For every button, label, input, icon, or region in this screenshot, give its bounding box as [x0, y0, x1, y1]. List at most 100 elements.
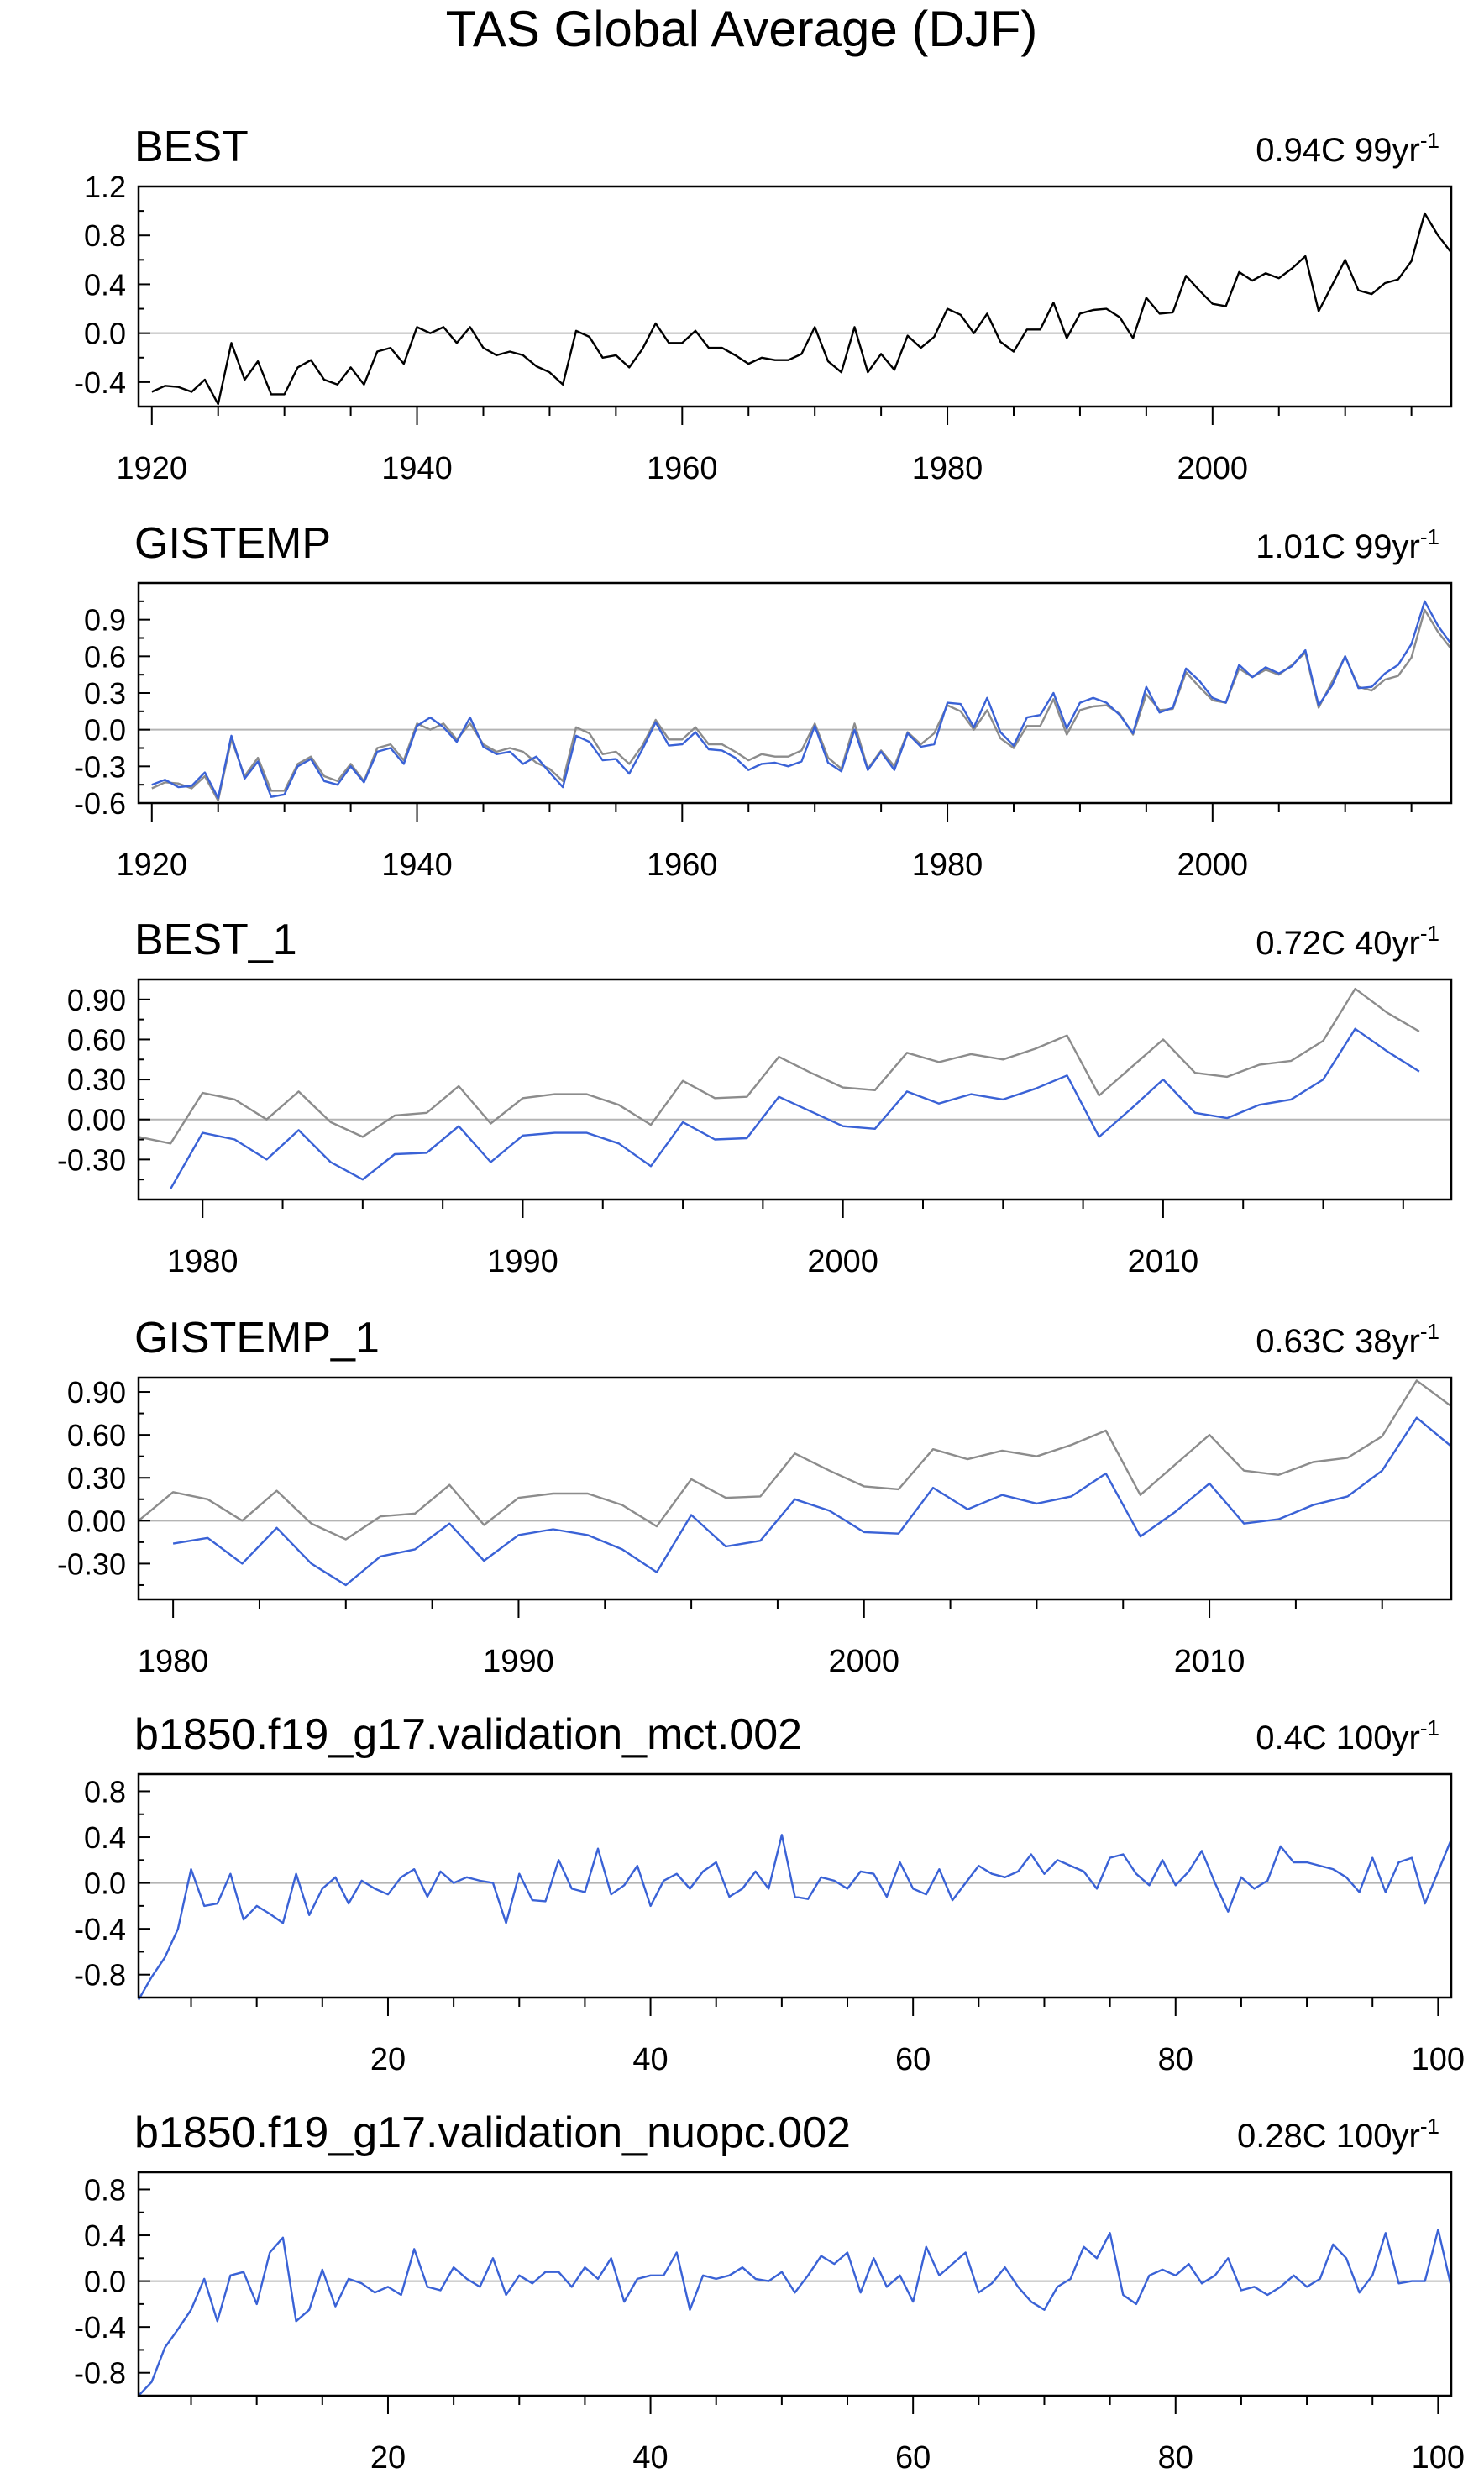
y-tick-label: 0.9	[84, 603, 126, 638]
x-tick-label: 40	[632, 2440, 668, 2473]
trend-label: 0.4C 100yr-1	[1256, 1715, 1439, 1756]
y-tick-label: -0.30	[57, 1142, 126, 1177]
y-tick-label: 0.3	[84, 676, 126, 711]
trend-exponent: -1	[1420, 128, 1439, 153]
y-tick-label: -0.3	[74, 749, 126, 784]
trend-value: 1.01C 99yr	[1256, 528, 1420, 565]
plot-frame	[137, 1772, 1453, 1999]
plot-frame	[137, 2171, 1453, 2397]
y-tick-label: 0.8	[84, 218, 126, 253]
x-tick-label: 2010	[1174, 1644, 1245, 1679]
panel-title: GISTEMP_1	[134, 1314, 380, 1363]
x-tick-label: 1940	[381, 451, 453, 486]
panel-title: b1850.f19_g17.validation_mct.002	[134, 1710, 802, 1759]
y-tick-label: 0.8	[84, 1774, 126, 1809]
x-tick-label: 1980	[138, 1644, 209, 1679]
trend-value: 0.72C 40yr	[1256, 925, 1420, 962]
chart-panel-6: b1850.f19_g17.validation_nuopc.002 0.28C …	[74, 2108, 1465, 2473]
series-line-b1850.f19_g17.validation_nuopc.002	[138, 2229, 1453, 2397]
panel-title: GISTEMP	[134, 519, 331, 568]
x-tick-label: 1980	[912, 848, 983, 883]
y-tick-label: 0.30	[67, 1063, 126, 1097]
y-tick-label: 0.60	[67, 1022, 126, 1057]
y-tick-label: 0.4	[84, 1820, 126, 1855]
y-tick-label: -0.4	[74, 1912, 126, 1946]
series-line-BEST_1	[170, 1027, 1420, 1189]
x-tick-label: 1920	[117, 848, 188, 883]
panel-title: BEST_1	[134, 916, 297, 964]
chart-panel-3: BEST_1 0.72C 40yr-1 -0.30 0.00 0.30 0.60 0.90 1…	[57, 916, 1453, 1279]
chart-panel-2: GISTEMP 1.01C 99yr-1 -0.6-0.30.00.30.60.9 1…	[74, 519, 1453, 883]
x-tick-label: 40	[632, 2042, 668, 2077]
trend-exponent: -1	[1420, 921, 1439, 946]
trend-label: 1.01C 99yr-1	[1256, 524, 1439, 565]
figure-title: TAS Global Average (DJF)	[446, 1, 1038, 57]
x-tick-label: 2000	[807, 1244, 878, 1279]
y-tick-label: 0.0	[84, 713, 126, 748]
chart-panel-1: BEST 0.94C 99yr-1 -0.4 0.0 0.4 0.8 1.2 1920 1940…	[74, 123, 1453, 486]
trend-exponent: -1	[1420, 524, 1439, 549]
y-tick-label: 0.90	[67, 1375, 126, 1410]
trend-exponent: -1	[1420, 2113, 1439, 2139]
y-tick-label: 0.4	[84, 267, 126, 302]
x-tick-label: 2010	[1128, 1244, 1199, 1279]
y-tick-label: 0.4	[84, 2218, 126, 2253]
series-line-GISTEMP	[151, 600, 1452, 800]
x-tick-label: 60	[895, 2042, 931, 2077]
x-tick-label: 1960	[647, 848, 718, 883]
trend-label: 0.72C 40yr-1	[1256, 921, 1439, 962]
x-tick-label: 1980	[167, 1244, 239, 1279]
trend-exponent: -1	[1420, 1319, 1439, 1344]
x-tick-label: 1990	[483, 1644, 554, 1679]
y-tick-label: 0.00	[67, 1103, 126, 1137]
y-tick-label: -0.8	[74, 2356, 126, 2391]
y-tick-label: 0.60	[67, 1418, 126, 1452]
x-tick-label: 2000	[1177, 848, 1249, 883]
plot-frame	[137, 185, 1453, 408]
y-tick-label: 0.0	[84, 317, 126, 351]
trend-value: 0.63C 38yr	[1256, 1323, 1420, 1360]
y-tick-label: 1.2	[84, 170, 126, 204]
chart-panel-5: b1850.f19_g17.validation_mct.002 0.4C 100…	[74, 1710, 1465, 2077]
y-tick-label: -0.8	[74, 1958, 126, 1993]
y-tick-label: 0.6	[84, 639, 126, 674]
trend-label: 0.94C 99yr-1	[1256, 128, 1439, 169]
x-tick-label: 2000	[1177, 451, 1249, 486]
y-tick-label: -0.4	[74, 2310, 126, 2344]
trend-label: 0.28C 100yr-1	[1237, 2113, 1439, 2155]
x-tick-label: 1940	[381, 848, 453, 883]
y-tick-label: 0.8	[84, 2172, 126, 2207]
x-tick-label: 80	[1158, 2440, 1193, 2473]
x-tick-label: 1980	[912, 451, 983, 486]
x-tick-label: 1960	[647, 451, 718, 486]
series-line-BEST	[138, 987, 1420, 1145]
plot-frame	[137, 978, 1453, 1201]
y-tick-label: 0.30	[67, 1461, 126, 1495]
y-tick-label: -0.6	[74, 786, 126, 821]
x-tick-label: 1920	[117, 451, 188, 486]
y-tick-label: -0.4	[74, 365, 126, 400]
trend-value: 0.94C 99yr	[1256, 132, 1420, 169]
x-tick-label: 100	[1412, 2440, 1465, 2473]
panel-title: BEST	[134, 123, 249, 171]
series-line-b1850.f19_g17.validation_mct.002	[137, 1834, 1453, 2001]
x-tick-label: 20	[370, 2440, 406, 2473]
series-line-GISTEMP_1	[172, 1416, 1452, 1587]
y-tick-label: 0.90	[67, 983, 126, 1017]
x-tick-label: 100	[1412, 2042, 1465, 2077]
x-tick-label: 80	[1158, 2042, 1193, 2077]
plot-frame	[137, 1376, 1453, 1601]
y-tick-label: 0.00	[67, 1504, 126, 1538]
trend-label: 0.63C 38yr-1	[1256, 1319, 1439, 1360]
x-tick-label: 60	[895, 2440, 931, 2473]
x-tick-label: 2000	[828, 1644, 899, 1679]
x-tick-label: 1990	[487, 1244, 558, 1279]
panel-title: b1850.f19_g17.validation_nuopc.002	[134, 2108, 851, 2157]
trend-exponent: -1	[1420, 1715, 1439, 1741]
trend-value: 0.28C 100yr	[1237, 2118, 1420, 2155]
chart-panel-4: GISTEMP_1 0.63C 38yr-1 -0.30 0.00 0.30 0.60 0.…	[57, 1314, 1453, 1679]
y-tick-label: 0.0	[84, 1867, 126, 1901]
x-tick-label: 20	[370, 2042, 406, 2077]
